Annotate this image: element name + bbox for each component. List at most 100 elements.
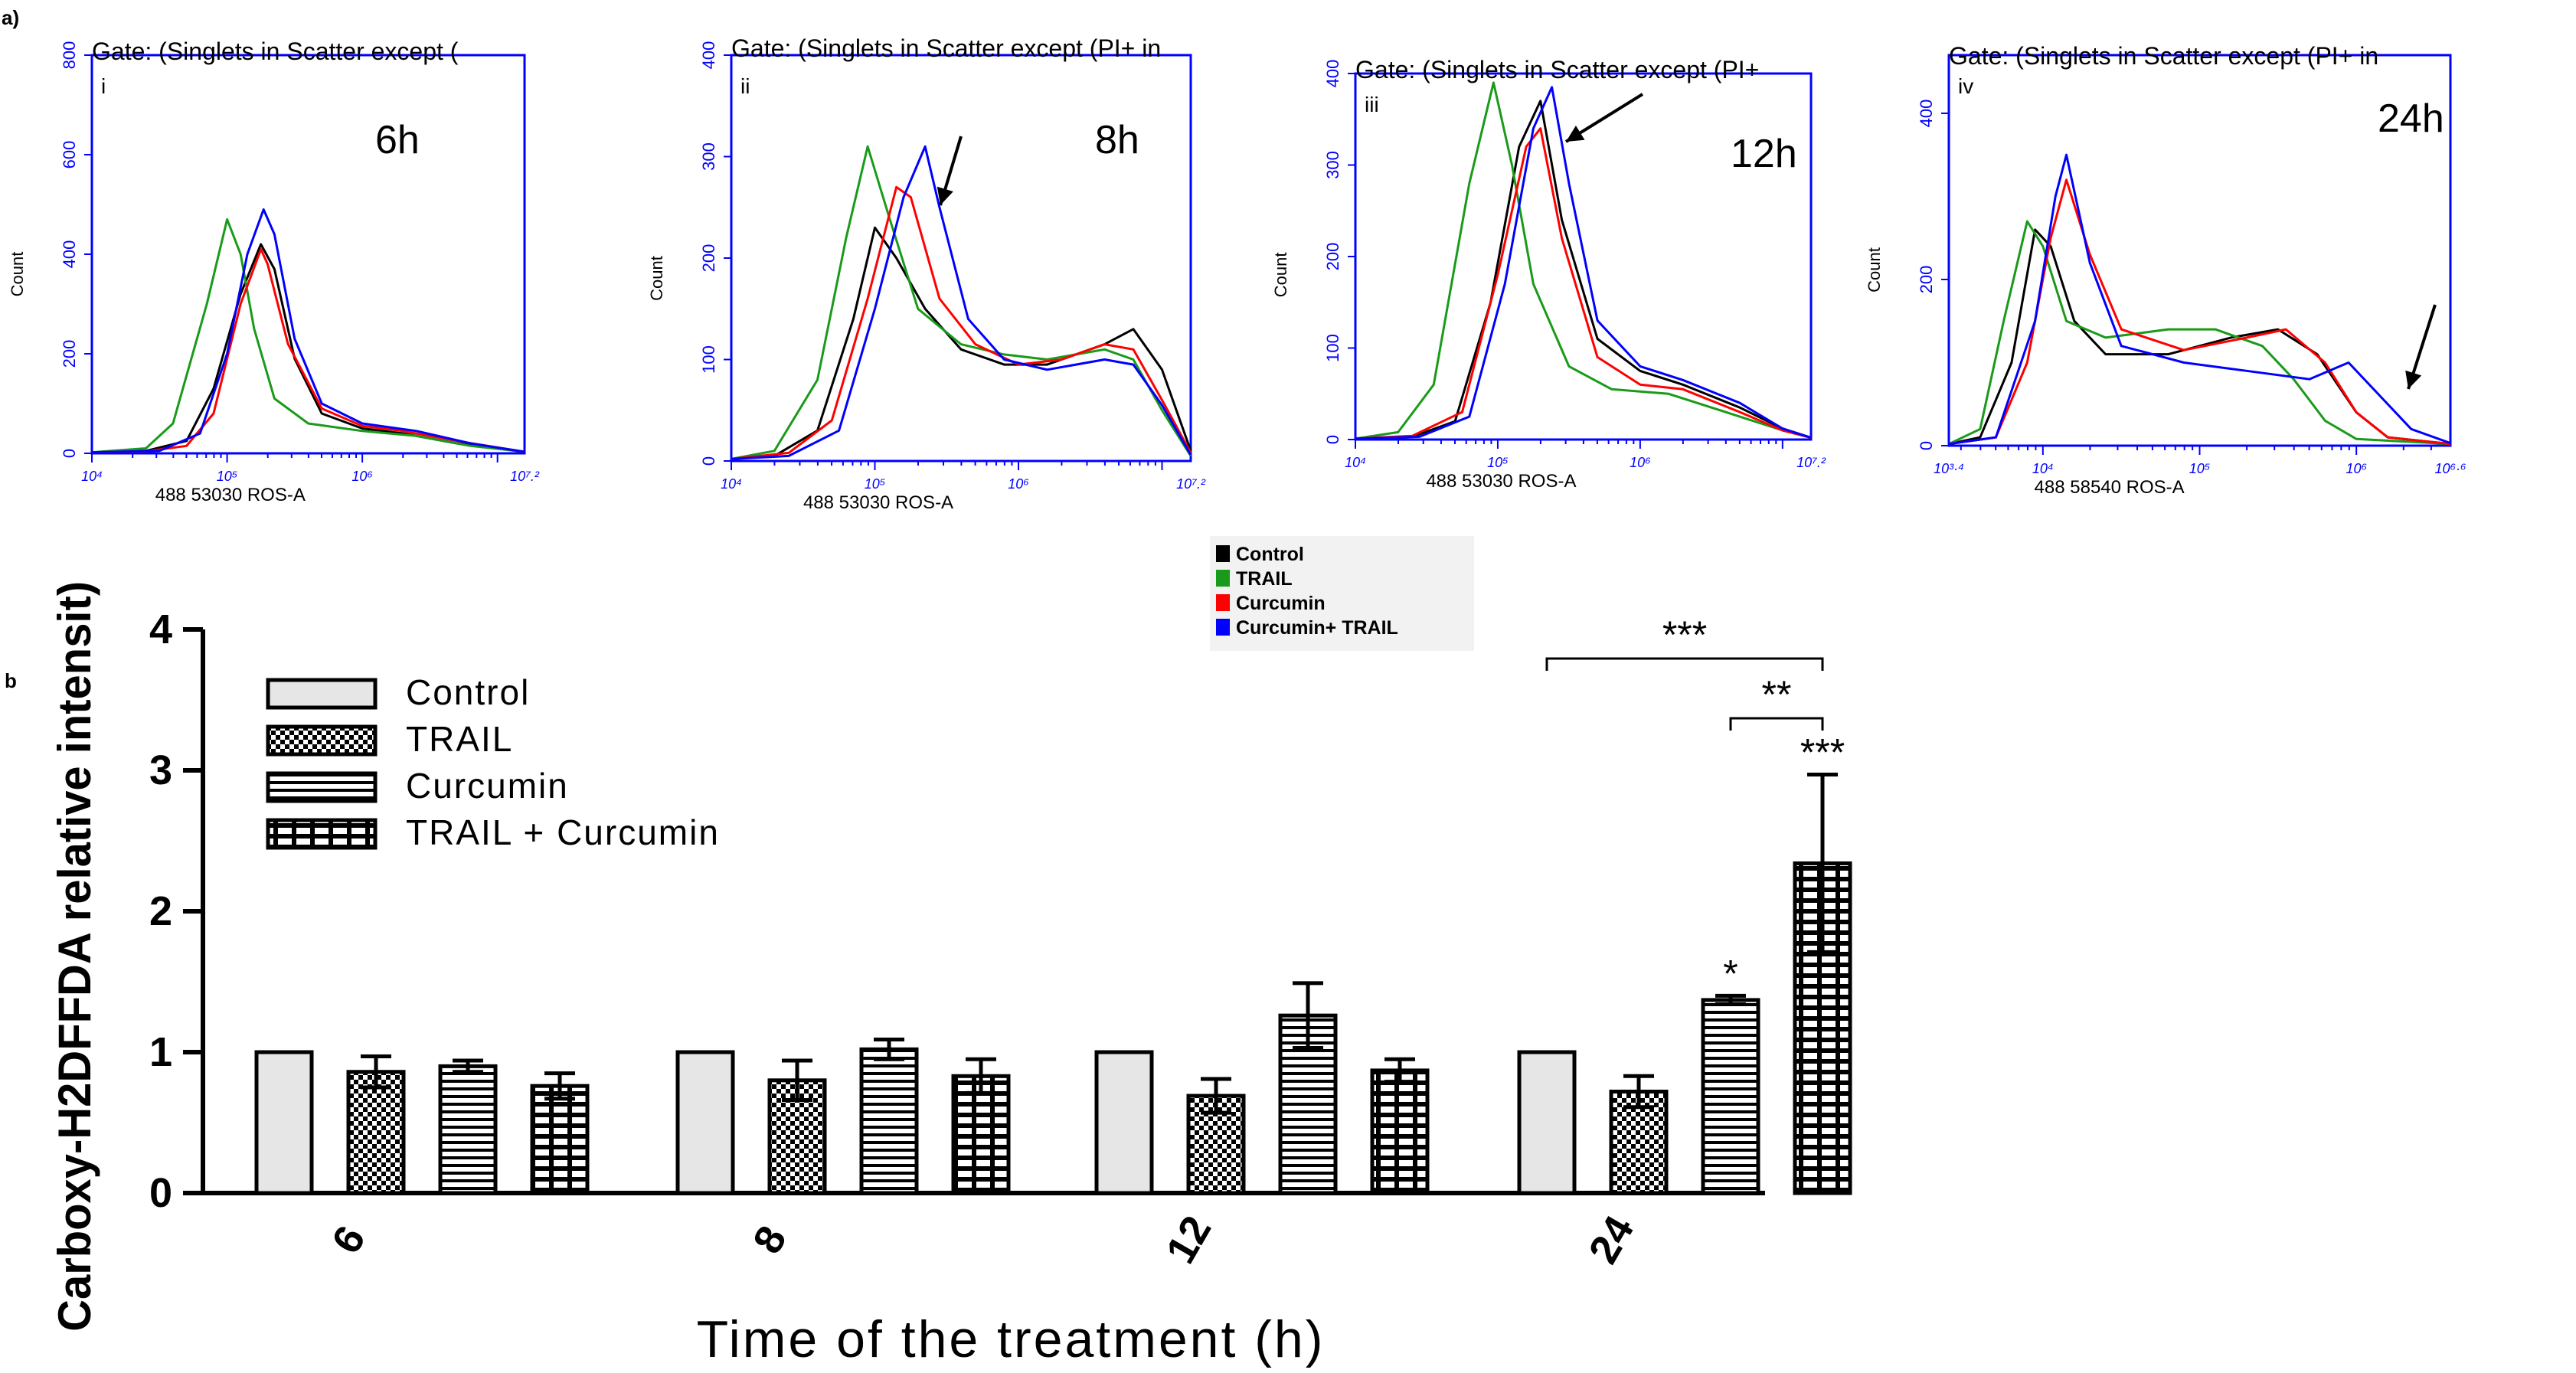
- legend-swatch: [266, 818, 378, 850]
- legend-label: TRAIL: [1236, 568, 1293, 590]
- x-tick-label: 10⁶: [351, 469, 373, 484]
- x-tick-label: 10³·⁴: [1934, 461, 1964, 476]
- time-label: 24h: [2378, 96, 2444, 141]
- bar-curcumin: [859, 1047, 919, 1195]
- bar-trail-curcumin: [1793, 861, 1852, 1195]
- time-label: 12h: [1731, 132, 1797, 176]
- histogram-panel-iii: Gate: (Singlets in Scatter except (PI+ ii…: [1271, 56, 1826, 492]
- y-tick-label: 400: [1917, 100, 1936, 128]
- series-line-curcumin: [1948, 178, 2451, 446]
- y-tick-label: 400: [699, 41, 718, 70]
- bar-group-6: [254, 1050, 590, 1195]
- y-tick-label: 600: [60, 141, 79, 169]
- x-tick-label: 10⁴: [2032, 461, 2054, 476]
- series-line-curcumin: [91, 248, 525, 454]
- histogram-panel-i: Gate: (Singlets in Scatter except (i 6h 0 2…: [8, 38, 540, 505]
- bar-control: [675, 1050, 735, 1195]
- x-axis-label: 488 53030 ROS-A: [803, 492, 953, 513]
- bar-legend: Control TRAIL Curcumin TRAIL + Curcumin: [266, 672, 718, 852]
- panel-numeral: ii: [740, 74, 750, 98]
- bar-group-12: [1094, 981, 1430, 1195]
- arrow-head: [2405, 370, 2422, 389]
- bar-control: [254, 1050, 314, 1195]
- x-tick-label: 10⁷.²: [510, 469, 540, 484]
- y-tick-label: 2: [149, 888, 172, 934]
- x-tick-label: 10⁵: [217, 469, 238, 484]
- y-tick-label: 100: [699, 345, 718, 374]
- x-tick-label: 10⁵: [2189, 461, 2211, 476]
- y-tick-label: 3: [149, 747, 172, 793]
- x-tick-label: 8: [744, 1218, 796, 1261]
- y-tick-label: 300: [1323, 151, 1342, 179]
- x-tick-label: 10⁶: [1008, 476, 1029, 492]
- legend-swatch: [266, 724, 378, 757]
- panel-numeral: iv: [1958, 74, 1973, 98]
- series-line-curcumin-trail: [1948, 153, 2451, 446]
- bar-trail-curcumin: [530, 1084, 590, 1195]
- y-tick-label: 0: [149, 1170, 172, 1216]
- histogram-panels: Gate: (Singlets in Scatter except (i 6h 0 2…: [8, 34, 2466, 513]
- x-tick-label: 6: [323, 1218, 374, 1261]
- y-axis-label: Carboxy-H2DFFDA relative intensit): [49, 581, 100, 1332]
- legend-label: Curcumin: [1236, 593, 1326, 614]
- bar-control: [1094, 1050, 1154, 1195]
- time-label: 8h: [1095, 118, 1139, 162]
- significance-stars: *: [1723, 952, 1737, 995]
- x-tick-label: 10⁴: [1345, 455, 1366, 470]
- arrow-head: [1566, 126, 1585, 142]
- bar-group-8: [675, 1037, 1011, 1195]
- panel-title: Gate: (Singlets in Scatter except (PI+: [1355, 56, 1759, 83]
- y-tick-label: 200: [699, 244, 718, 273]
- series-line-curcumin: [1355, 127, 1812, 440]
- x-tick-label: 10⁷.²: [1796, 455, 1826, 470]
- y-tick-label: 0: [699, 456, 718, 466]
- significance-stars: ***: [1662, 613, 1707, 656]
- y-tick-label: 800: [60, 41, 79, 70]
- series-line-trail: [1355, 81, 1812, 440]
- y-tick-label: 200: [60, 340, 79, 368]
- legend-swatch: [1216, 570, 1230, 587]
- time-label: 6h: [375, 118, 420, 162]
- significance-stars: **: [1762, 673, 1792, 716]
- series-line-curcumin-trail: [1355, 86, 1812, 440]
- y-tick-label: 0: [60, 449, 79, 458]
- series-line-curcumin-trail: [91, 208, 525, 454]
- y-tick-label: 400: [60, 240, 79, 269]
- bar-trail-curcumin: [1370, 1068, 1430, 1195]
- legend-swatch: [266, 678, 378, 710]
- histogram-panel-ii: Gate: (Singlets in Scatter except (PI+ i…: [647, 34, 1206, 513]
- x-axis-label: Time of the treatment (h): [697, 1310, 1326, 1368]
- plot-frame: [90, 54, 526, 455]
- legend-label: Curcumin+ TRAIL: [1236, 617, 1398, 639]
- significance-bracket: [1729, 717, 1824, 731]
- y-tick-label: 0: [1323, 435, 1342, 444]
- panel-numeral: iii: [1365, 93, 1379, 116]
- legend-background: [1210, 536, 1474, 651]
- series-line-curcumin: [731, 185, 1192, 460]
- x-tick-label: 10⁵: [1487, 455, 1509, 470]
- bar-curcumin: [438, 1064, 498, 1195]
- x-axis-label: 488 58540 ROS-A: [2035, 477, 2185, 498]
- panel-title: Gate: (Singlets in Scatter except (PI+ i…: [731, 34, 1161, 62]
- x-tick-label: 10⁷.²: [1176, 476, 1206, 492]
- x-axis-label: 488 53030 ROS-A: [1426, 471, 1576, 492]
- x-tick-label: 12: [1157, 1208, 1220, 1271]
- bar-group-24: [1517, 773, 1852, 1195]
- series-line-control: [91, 243, 525, 454]
- legend-label: TRAIL: [406, 719, 513, 759]
- legend-swatch: [1216, 545, 1230, 562]
- legend-swatch: [1216, 619, 1230, 636]
- x-axis-label: 488 53030 ROS-A: [155, 485, 306, 505]
- x-tick-label: 10⁵: [865, 476, 886, 492]
- y-tick-label: 200: [1917, 266, 1936, 294]
- legend-swatch: [266, 771, 378, 803]
- legend-label: Curcumin: [406, 766, 569, 806]
- plot-frame: [730, 54, 1192, 463]
- plot-frame: [1947, 54, 2452, 447]
- bar-trail: [346, 1070, 406, 1195]
- significance-bracket: [1545, 657, 1824, 671]
- y-axis-label: Count: [8, 252, 27, 297]
- panel-title: Gate: (Singlets in Scatter except (: [92, 38, 459, 65]
